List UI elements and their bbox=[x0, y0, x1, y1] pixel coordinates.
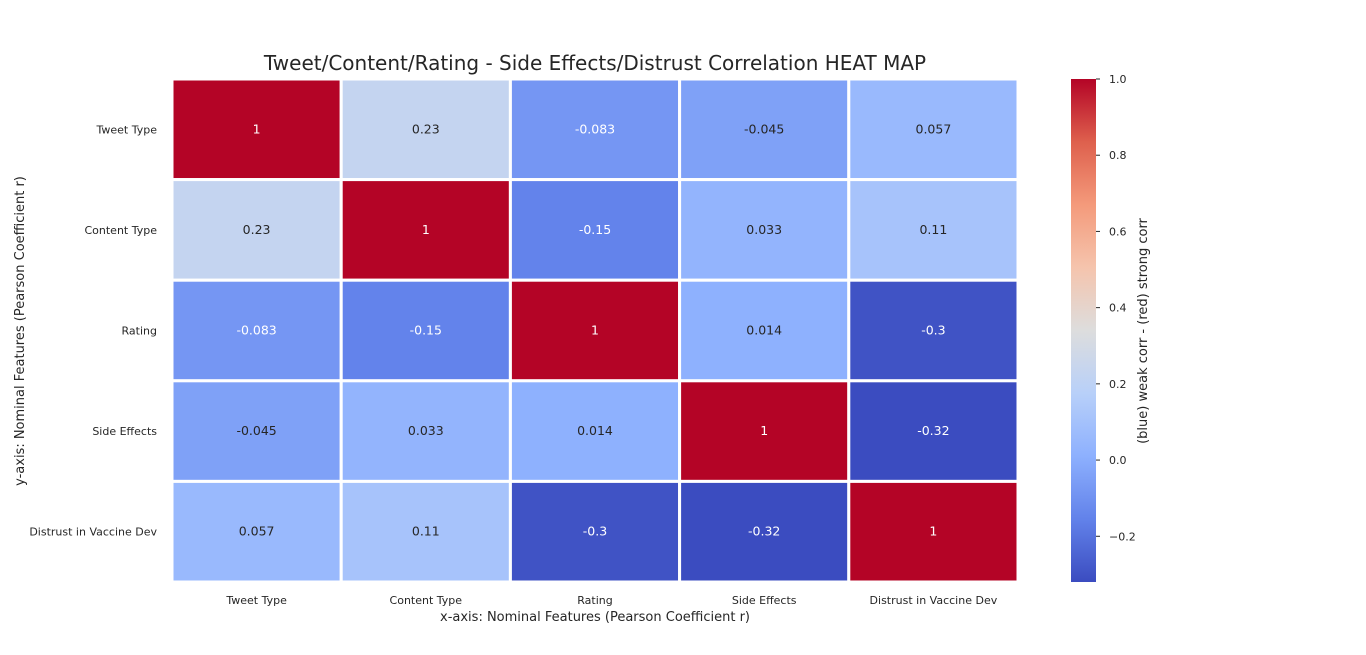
heatmap-cells: 1 0.23 -0.083 -0.045 0.057 0.23 1 -0.15 0.033 0.1… bbox=[170, 77, 1020, 584]
x-tick-labels: Tweet Type Content Type Rating Side Effects… bbox=[225, 594, 997, 607]
heatmap-cell bbox=[170, 479, 343, 584]
cell-value-label: 1 bbox=[253, 121, 261, 136]
cell-value-label: 1 bbox=[591, 323, 599, 338]
y-tick-label: Content Type bbox=[84, 224, 157, 237]
cell-value-label: 0.11 bbox=[412, 524, 440, 539]
y-tick-labels: Tweet Type Content Type Rating Side Effects… bbox=[29, 123, 157, 538]
x-axis-label: x-axis: Nominal Features (Pearson Coeffi… bbox=[440, 610, 750, 625]
y-tick-label: Tweet Type bbox=[95, 123, 157, 136]
cell-value-label: -0.15 bbox=[579, 222, 611, 237]
colorbar-tick-label: 0.2 bbox=[1109, 378, 1127, 391]
cell-value-label: -0.045 bbox=[744, 121, 784, 136]
heatmap-cell bbox=[847, 379, 1020, 483]
cell-value-label: -0.045 bbox=[236, 423, 276, 438]
colorbar-ticks: −0.2 0.0 0.2 0.4 0.6 0.8 1.0 bbox=[1096, 73, 1136, 543]
cell-value-label: -0.15 bbox=[410, 323, 442, 338]
cell-value-label: 0.23 bbox=[243, 222, 271, 237]
colorbar-tick-label: 1.0 bbox=[1109, 73, 1127, 86]
heatmap-cell bbox=[339, 77, 512, 182]
y-axis-label: y-axis: Nominal Features (Pearson Coeffi… bbox=[13, 176, 28, 486]
heatmap-cell bbox=[339, 278, 512, 383]
colorbar-tick-label: −0.2 bbox=[1109, 530, 1136, 543]
cell-value-label: -0.3 bbox=[583, 524, 607, 539]
heatmap-cell bbox=[170, 178, 343, 282]
x-tick-label: Rating bbox=[577, 594, 612, 607]
chart-title: Tweet/Content/Rating - Side Effects/Dist… bbox=[263, 51, 926, 75]
colorbar-label: (blue) weak corr - (red) strong corr bbox=[1136, 217, 1151, 443]
x-tick-label: Distrust in Vaccine Dev bbox=[870, 594, 998, 607]
cell-value-label: 0.23 bbox=[412, 121, 440, 136]
heatmap-cell bbox=[508, 178, 682, 282]
x-tick-label: Content Type bbox=[390, 594, 463, 607]
x-tick-label: Tweet Type bbox=[225, 594, 287, 607]
y-tick-label: Distrust in Vaccine Dev bbox=[29, 526, 157, 539]
cell-value-label: -0.083 bbox=[236, 323, 276, 338]
cell-value-label: 0.014 bbox=[746, 323, 782, 338]
heatmap-cell bbox=[508, 379, 682, 483]
colorbar: −0.2 0.0 0.2 0.4 0.6 0.8 1.0 (blue) weak corr … bbox=[1071, 73, 1151, 582]
cell-value-label: -0.32 bbox=[748, 524, 780, 539]
x-tick-label: Side Effects bbox=[732, 594, 797, 607]
cell-value-label: 0.033 bbox=[746, 222, 782, 237]
heatmap-cell bbox=[678, 379, 851, 483]
cell-value-label: 1 bbox=[929, 524, 937, 539]
cell-value-label: 0.11 bbox=[919, 222, 947, 237]
colorbar-tick-label: 0.6 bbox=[1109, 225, 1127, 238]
heatmap-cell bbox=[847, 178, 1020, 282]
cell-value-label: -0.083 bbox=[575, 121, 615, 136]
cell-value-label: -0.32 bbox=[917, 423, 949, 438]
cell-value-label: 0.057 bbox=[239, 524, 275, 539]
heatmap-cell bbox=[847, 479, 1020, 584]
heatmap-cell bbox=[678, 278, 851, 383]
cell-value-label: 0.057 bbox=[916, 121, 952, 136]
colorbar-tick-label: 0.4 bbox=[1109, 302, 1127, 315]
y-tick-label: Side Effects bbox=[92, 425, 157, 438]
colorbar-tick-label: 0.0 bbox=[1109, 454, 1127, 467]
cell-value-label: 0.014 bbox=[577, 423, 613, 438]
cell-value-label: 1 bbox=[760, 423, 768, 438]
y-tick-label: Rating bbox=[122, 325, 157, 338]
cell-value-label: 1 bbox=[422, 222, 430, 237]
heatmap-cell bbox=[170, 379, 343, 483]
heatmap-cell bbox=[339, 379, 512, 483]
heatmap-cell bbox=[508, 479, 682, 584]
heatmap-cell bbox=[339, 479, 512, 584]
cell-value-label: -0.3 bbox=[921, 323, 945, 338]
colorbar-gradient bbox=[1071, 79, 1096, 582]
cell-value-label: 0.033 bbox=[408, 423, 444, 438]
heatmap-cell bbox=[170, 77, 343, 182]
colorbar-tick-label: 0.8 bbox=[1109, 149, 1127, 162]
